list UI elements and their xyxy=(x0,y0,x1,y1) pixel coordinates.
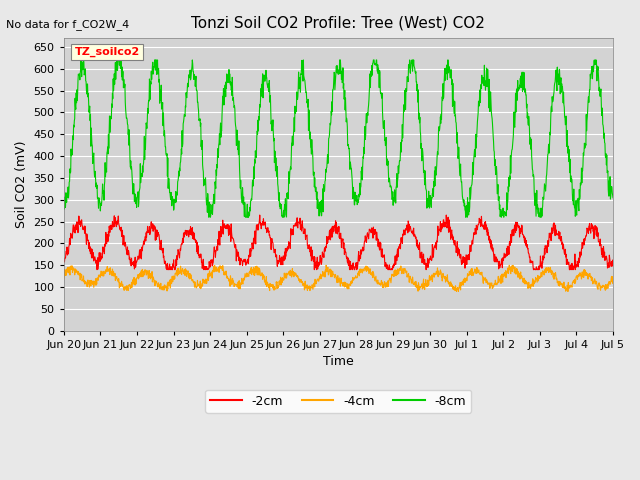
Text: No data for f_CO2W_4: No data for f_CO2W_4 xyxy=(6,19,130,30)
-4cm xyxy=(314,276,322,282)
-8cm xyxy=(77,57,84,63)
Title: Tonzi Soil CO2 Profile: Tree (West) CO2: Tonzi Soil CO2 Profile: Tree (West) CO2 xyxy=(191,15,485,30)
Text: TZ_soilco2: TZ_soilco2 xyxy=(75,47,140,57)
-4cm xyxy=(293,274,301,279)
-8cm xyxy=(103,169,111,175)
-4cm xyxy=(609,278,617,284)
-8cm xyxy=(373,65,381,71)
-2cm xyxy=(305,242,313,248)
-8cm xyxy=(315,202,323,208)
X-axis label: Time: Time xyxy=(323,355,354,369)
-4cm xyxy=(322,263,330,268)
-8cm xyxy=(294,96,301,102)
Line: -8cm: -8cm xyxy=(64,60,613,217)
-2cm xyxy=(315,259,323,265)
-8cm xyxy=(305,107,313,113)
Line: -4cm: -4cm xyxy=(64,265,613,291)
-4cm xyxy=(60,276,68,282)
-4cm xyxy=(373,278,381,284)
-8cm xyxy=(125,143,132,148)
-4cm xyxy=(125,285,132,291)
-2cm xyxy=(609,258,617,264)
-2cm xyxy=(125,251,132,256)
Y-axis label: Soil CO2 (mV): Soil CO2 (mV) xyxy=(15,141,28,228)
-8cm xyxy=(609,195,617,201)
Line: -2cm: -2cm xyxy=(64,215,613,270)
-2cm xyxy=(103,241,111,247)
-8cm xyxy=(60,203,68,208)
-2cm xyxy=(93,267,101,273)
-2cm xyxy=(294,224,301,230)
-4cm xyxy=(102,268,110,274)
Legend: -2cm, -4cm, -8cm: -2cm, -4cm, -8cm xyxy=(205,390,471,413)
-4cm xyxy=(454,288,462,294)
-2cm xyxy=(256,212,264,218)
-8cm xyxy=(205,215,212,220)
-2cm xyxy=(60,255,68,261)
-2cm xyxy=(373,233,381,239)
-4cm xyxy=(304,284,312,289)
